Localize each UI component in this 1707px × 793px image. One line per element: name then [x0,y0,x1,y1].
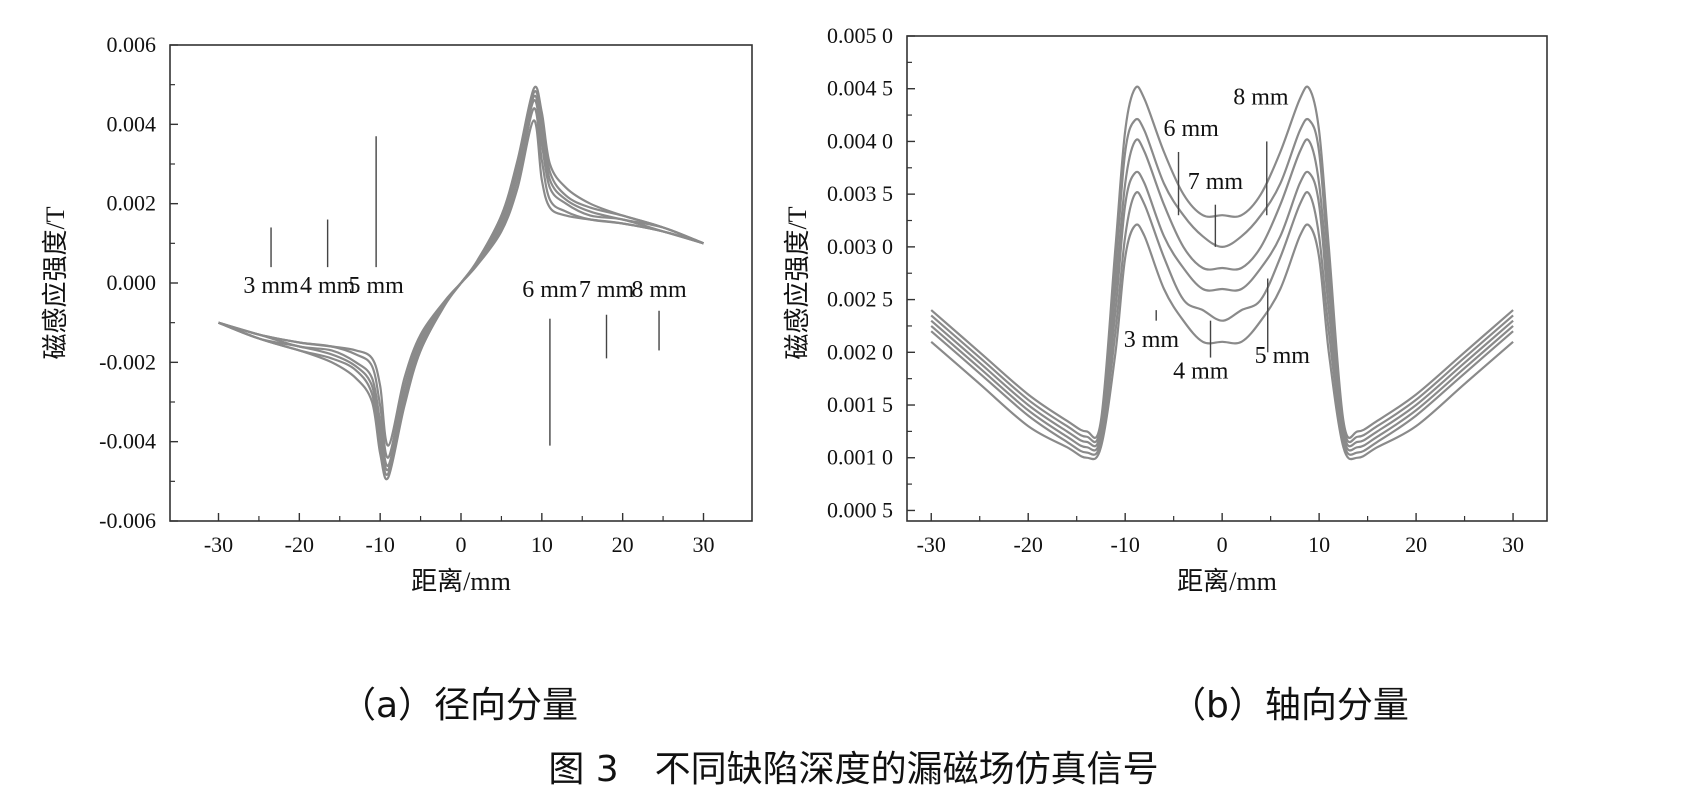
depth-label: 3 mm [243,273,299,299]
chart-radial-component: -0.006 -0.004 -0.002 0.000 0.002 0.004 0.006 -3… [41,32,753,596]
series-line-1 [930,223,1514,461]
depth-label: 6 mm [1163,116,1219,142]
series-line-4 [930,138,1514,448]
series-line-6 [930,85,1514,439]
y-tick-label: 0.001 0 [827,445,893,470]
x-axis-label: 距离/mm [411,567,511,596]
x-tick-label: -20 [1014,532,1043,557]
y-axis-label: 磁感应强度/T [41,206,70,359]
series-line-2 [930,191,1514,456]
y-tick-label: 0.002 5 [827,287,893,312]
y-tick-label: 0.002 [107,191,157,216]
y-tick-label: 0.004 [107,111,157,136]
y-tick-label: 0.003 5 [827,181,893,206]
y-tick-label: 0.004 0 [827,128,893,153]
y-axis-label: 磁感应强度/T [783,206,812,359]
x-tick-label: -20 [285,532,314,557]
depth-label: 6 mm [522,277,578,303]
y-tick-label: 0.002 0 [827,339,893,364]
depth-label: 8 mm [631,277,687,303]
depth-label: 7 mm [1188,169,1244,195]
y-tick-label: -0.004 [99,429,156,454]
depth-label: 4 mm [300,273,356,299]
x-tick-label: 0 [1217,532,1228,557]
figure-caption: 图 3 不同缺陷深度的漏磁场仿真信号 [548,749,1159,790]
depth-label: 4 mm [1173,359,1229,385]
x-tick-label: -30 [917,532,946,557]
x-tick-label: 20 [1405,532,1427,557]
y-tick-label: -0.002 [99,349,156,374]
x-tick-label: 10 [1308,532,1330,557]
x-tick-label: 0 [456,532,467,557]
depth-label: 8 mm [1233,85,1289,111]
y-tick-label: 0.003 0 [827,234,893,259]
chart-axial-component: 0.000 5 0.001 0 0.001 5 0.002 0 0.002 5 0.003… [783,23,1548,596]
series-line-6 [218,85,704,481]
y-tick-label: 0.005 0 [827,23,893,48]
y-tick-label: 0.006 [107,32,157,57]
x-axis-label: 距离/mm [1177,567,1277,596]
depth-label: 7 mm [579,277,635,303]
depth-label: 5 mm [1255,343,1311,369]
series-line-3 [930,170,1514,452]
x-tick-label: 20 [612,532,634,557]
y-tick-label: -0.006 [99,508,156,533]
depth-label: 5 mm [348,273,404,299]
y-tick-label: 0.004 5 [827,76,893,101]
y-tick-label: 0.000 [107,270,157,295]
y-tick-label: 0.001 5 [827,392,893,417]
y-tick-label: 0.000 5 [827,497,893,522]
x-tick-label: 30 [693,532,715,557]
x-tick-label: -30 [204,532,233,557]
chart-a-caption: （a）径向分量 [340,685,579,726]
depth-label: 3 mm [1124,327,1180,353]
series-line-5 [930,117,1514,444]
x-tick-label: 10 [531,532,553,557]
chart-b-caption: （b）轴向分量 [1170,685,1409,726]
x-tick-label: -10 [1111,532,1140,557]
plot-frame [906,35,1548,522]
x-tick-label: 30 [1502,532,1524,557]
x-tick-label: -10 [366,532,395,557]
